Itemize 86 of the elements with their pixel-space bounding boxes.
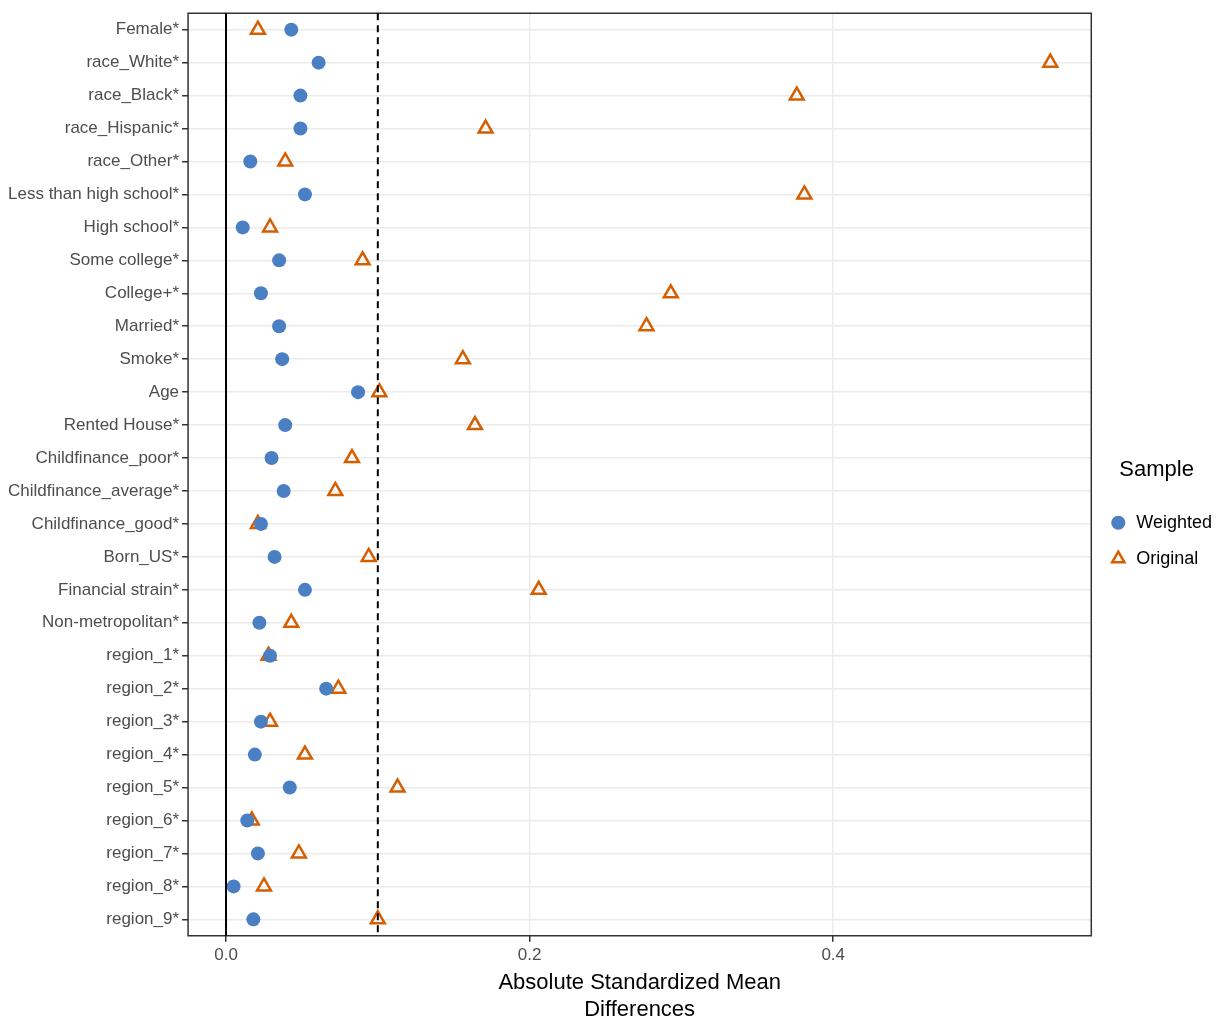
y-tick-label: region_5* <box>106 777 180 797</box>
point <box>319 681 334 696</box>
y-tick-label: Born_US* <box>103 546 180 566</box>
point <box>351 385 366 400</box>
point <box>330 679 347 694</box>
point <box>311 55 326 70</box>
y-tick-label: region_9* <box>106 909 180 929</box>
y-tick-label: region_8* <box>106 876 180 896</box>
y-tick-label: race_White* <box>86 52 180 72</box>
point <box>796 185 813 200</box>
y-tick-label: Financial strain* <box>58 579 180 599</box>
point <box>477 119 494 134</box>
point <box>253 516 268 531</box>
point <box>249 20 267 35</box>
y-tick-label: race_Other* <box>87 151 180 171</box>
y-tick-label: Childfinance_average* <box>8 480 180 500</box>
x-axis-title: Absolute Standardized Mean Differences <box>498 969 781 1021</box>
point <box>235 220 250 235</box>
point <box>283 613 300 629</box>
point <box>277 152 294 167</box>
legend-label: Weighted <box>1136 511 1212 532</box>
point <box>264 451 279 466</box>
y-tick-label: region_2* <box>106 678 180 698</box>
y-tick-label: Smoke* <box>119 348 180 368</box>
y-tick-label: region_6* <box>106 810 180 830</box>
point <box>275 352 290 367</box>
point <box>226 879 241 894</box>
y-tick-label: Married* <box>114 315 180 335</box>
point <box>253 286 268 301</box>
point <box>297 187 312 202</box>
point <box>788 86 805 101</box>
y-tick-label: Some college* <box>69 250 180 270</box>
point <box>247 747 262 762</box>
point <box>354 251 371 266</box>
y-tick-label: region_4* <box>106 744 180 764</box>
point <box>369 910 386 925</box>
x-tick-label: 0.0 <box>214 944 238 964</box>
point <box>255 877 273 892</box>
y-tick-label: region_3* <box>106 711 180 731</box>
point <box>272 319 287 334</box>
y-tick-label: Rented House* <box>63 414 180 434</box>
point <box>343 448 361 464</box>
point <box>530 580 547 596</box>
point <box>250 846 265 861</box>
point <box>246 912 261 927</box>
point <box>282 780 297 795</box>
x-tick-label: 0.2 <box>517 944 542 964</box>
y-tick-label: Age <box>148 381 180 401</box>
y-tick-label: College+* <box>104 282 180 302</box>
point <box>261 218 279 233</box>
point <box>293 121 308 136</box>
y-tick-label: Non-metropolitan* <box>42 612 180 632</box>
y-tick-label: region_1* <box>106 645 180 665</box>
point <box>466 415 484 431</box>
y-tick-label: region_7* <box>106 843 180 863</box>
point <box>293 88 308 103</box>
point <box>243 154 258 169</box>
point <box>662 284 679 299</box>
point <box>252 615 267 630</box>
point <box>360 547 377 563</box>
x-tick-label: 0.4 <box>821 944 846 964</box>
y-tick-label: Female* <box>115 19 180 39</box>
point <box>297 582 312 597</box>
y-tick-label: Childfinance_poor* <box>35 447 180 467</box>
y-tick-label: race_Black* <box>88 85 180 105</box>
legend-label: Original <box>1136 547 1199 568</box>
point <box>1042 53 1059 68</box>
point <box>371 382 388 398</box>
y-tick-label: Less than high school* <box>8 184 180 204</box>
point <box>278 418 293 433</box>
point <box>253 714 268 729</box>
point <box>240 813 255 828</box>
point <box>290 844 308 859</box>
y-tick-label: race_Hispanic* <box>64 118 180 138</box>
point <box>284 22 299 37</box>
y-tick-label: Childfinance_good* <box>31 513 180 533</box>
legend-title: Sample <box>1119 456 1194 482</box>
point <box>272 253 287 268</box>
point <box>454 349 471 365</box>
point <box>296 745 314 760</box>
point <box>276 483 291 498</box>
point <box>638 316 655 332</box>
point <box>327 481 344 497</box>
y-tick-label: High school* <box>83 217 180 237</box>
point <box>389 778 406 793</box>
point <box>267 549 282 564</box>
